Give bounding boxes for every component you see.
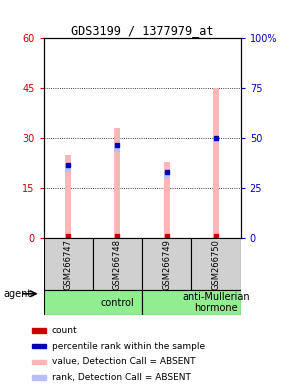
Bar [115,145,120,152]
Text: GSM266748: GSM266748 [113,239,122,290]
Bar [65,155,71,238]
Bar [191,238,241,290]
Bar [44,290,142,315]
Bar [32,328,46,333]
Bar [115,128,120,238]
Bar [213,138,219,142]
Text: agent: agent [3,289,31,299]
Bar [32,344,46,348]
Text: rank, Detection Call = ABSENT: rank, Detection Call = ABSENT [52,373,191,382]
Bar [164,162,170,238]
Bar [164,172,170,178]
Bar [65,165,71,172]
Bar [142,290,241,315]
Text: GSM266749: GSM266749 [162,239,171,290]
Text: count: count [52,326,78,335]
Text: anti-Mullerian
hormone: anti-Mullerian hormone [182,292,250,313]
Bar [32,359,46,364]
Text: GSM266750: GSM266750 [211,239,221,290]
Bar [142,238,191,290]
Text: value, Detection Call = ABSENT: value, Detection Call = ABSENT [52,357,195,366]
Text: GSM266747: GSM266747 [64,239,73,290]
Text: percentile rank within the sample: percentile rank within the sample [52,342,205,351]
Bar [44,238,93,290]
Title: GDS3199 / 1377979_at: GDS3199 / 1377979_at [71,24,213,37]
Bar [93,238,142,290]
Text: control: control [101,298,134,308]
Bar [32,375,46,380]
Bar [213,88,219,238]
